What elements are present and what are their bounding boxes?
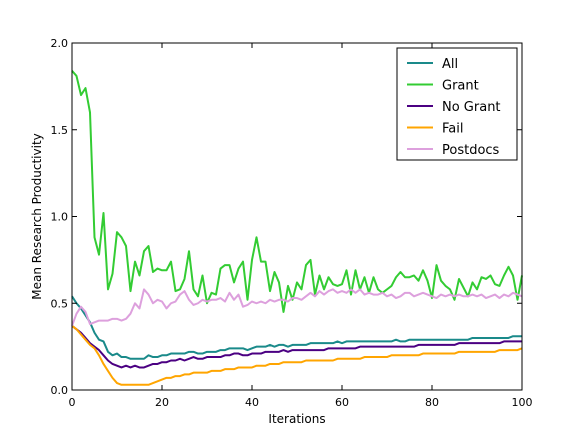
legend-label: Fail — [442, 122, 463, 137]
series-layer — [71, 70, 523, 386]
series-line-postdocs — [71, 288, 523, 327]
x-tick-label: 20 — [155, 396, 169, 409]
ticks-layer: 0 20 40 60 80 100 0.0 0.5 1.0 1.5 2.0 — [51, 37, 533, 409]
x-tick-label: 60 — [335, 396, 349, 409]
legend-box — [396, 47, 518, 161]
y-tick-label: 0.0 — [51, 384, 69, 397]
x-tick-label: 80 — [425, 396, 439, 409]
y-tick-label: 1.5 — [51, 124, 69, 137]
legend-label: No Grant — [442, 100, 501, 115]
y-axis-label: Mean Research Productivity — [30, 133, 44, 300]
y-tick-label: 2.0 — [51, 37, 69, 50]
legend-label: All — [442, 57, 458, 72]
x-tick-label: 100 — [512, 396, 533, 409]
series-line-fail — [71, 325, 523, 386]
legend-label: Grant — [442, 79, 479, 94]
legend: All Grant No Grant Fail Postdocs — [396, 47, 518, 161]
series-line-no-grant — [71, 325, 522, 369]
x-axis-label: Iterations — [268, 412, 325, 426]
series-line-all — [71, 295, 522, 360]
series-line-grant — [71, 70, 523, 313]
y-tick-label: 0.5 — [51, 297, 69, 310]
y-tick-label: 1.0 — [51, 211, 69, 224]
legend-label: Postdocs — [442, 143, 500, 158]
x-tick-label: 0 — [69, 396, 76, 409]
x-tick-label: 40 — [245, 396, 259, 409]
